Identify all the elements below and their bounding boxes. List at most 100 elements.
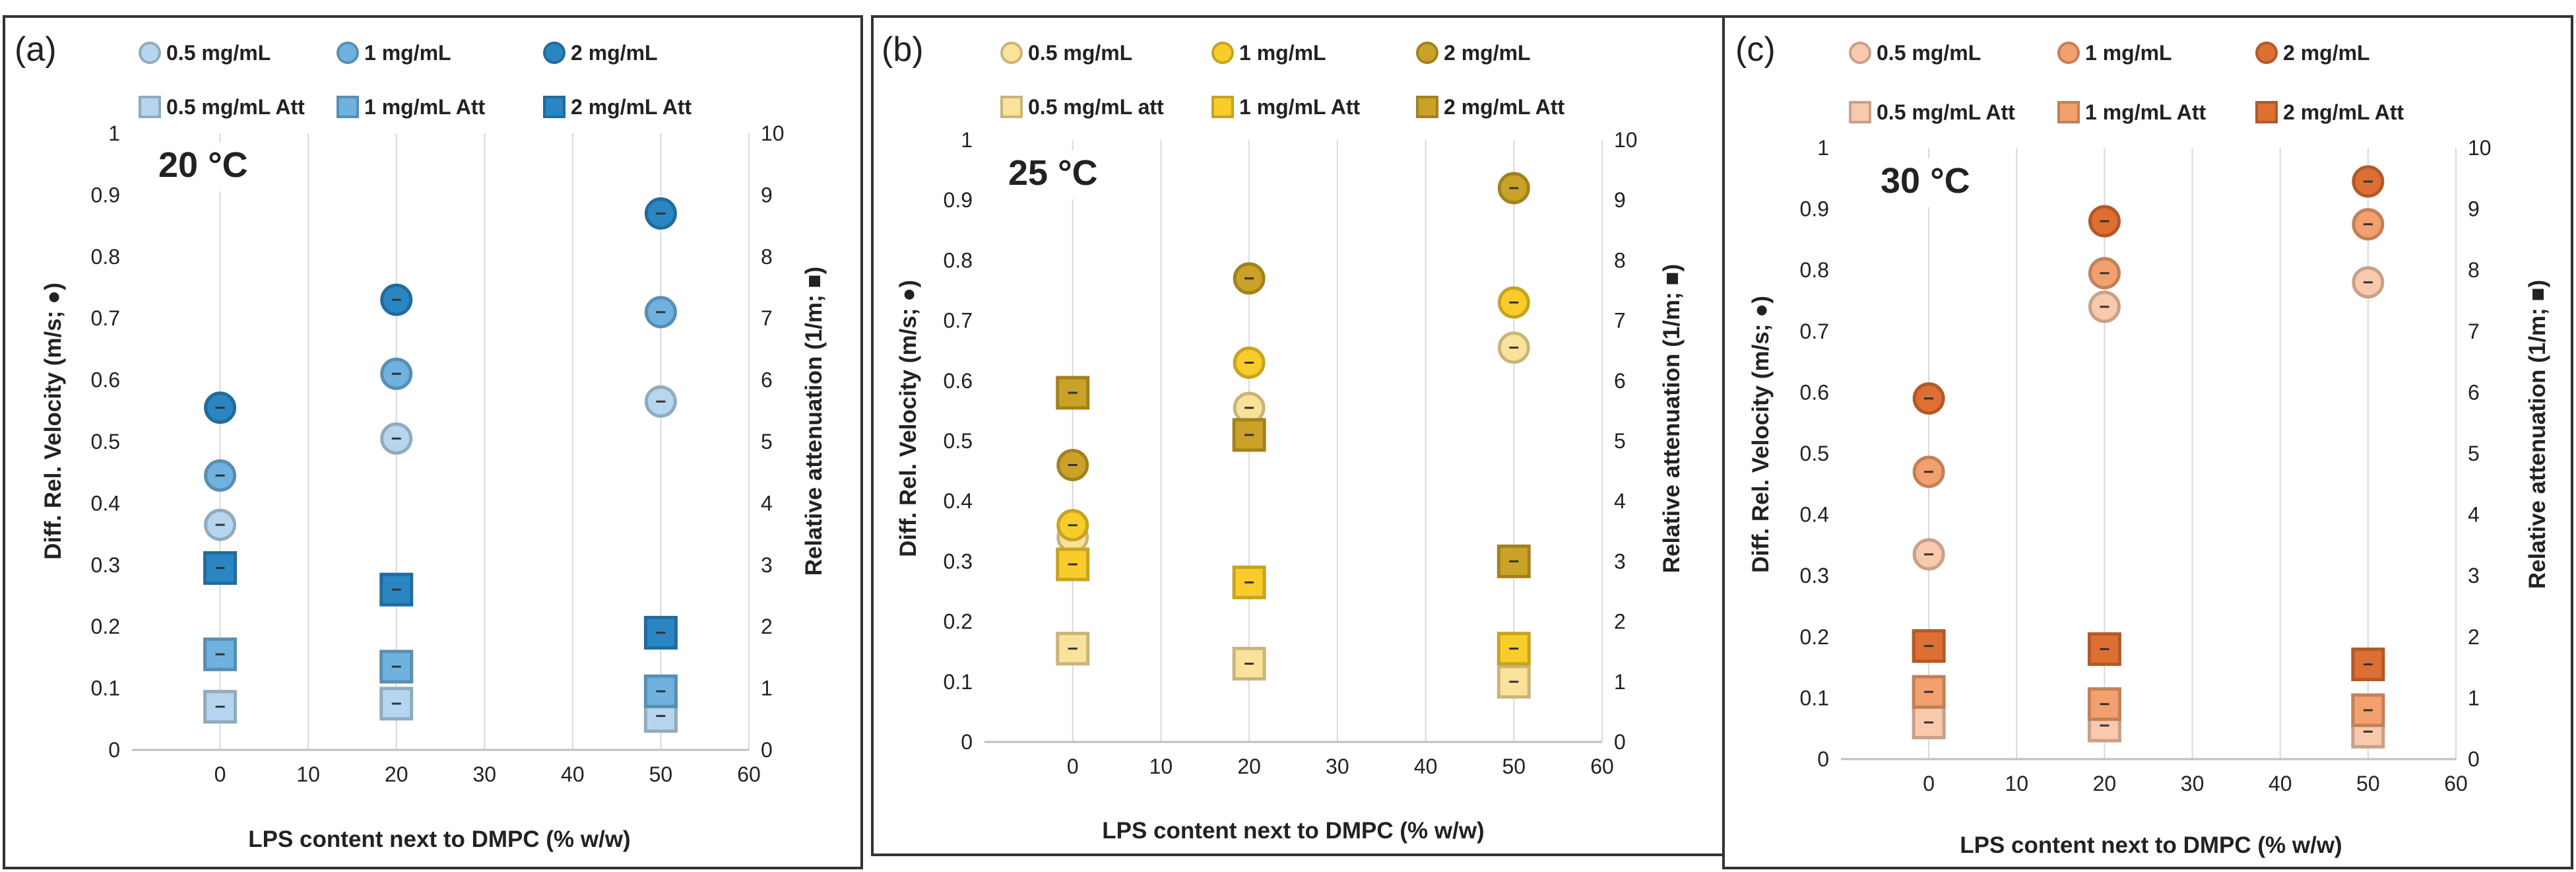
y2-tick-label: 4: [1614, 489, 1626, 513]
legend-label: 2 mg/mL Att: [2283, 100, 2404, 124]
legend-marker-square: [139, 96, 161, 118]
panel-a-y-axis-title: Diff. Rel. Velocity (m/s; ●): [40, 283, 66, 560]
legend-label: 1 mg/mL: [364, 41, 451, 65]
y-tick-label: 0.8: [91, 245, 120, 269]
y2-tick-label: 5: [761, 430, 773, 453]
data-point-square: [1912, 705, 1946, 739]
data-point-square: [2087, 632, 2121, 666]
legend-marker-circle: [337, 42, 359, 64]
y2-tick-label: 3: [2468, 564, 2480, 587]
temperature-label: 30 °C: [1881, 161, 1970, 201]
legend-marker-square: [337, 96, 359, 118]
legend-label: 0.5 mg/mL: [1028, 41, 1132, 65]
x-tick-label: 10: [2005, 772, 2028, 795]
y2-tick-label: 8: [761, 245, 773, 269]
y2-tick-label: 7: [1614, 309, 1626, 333]
y2-tick-label: 8: [1614, 248, 1626, 272]
x-tick-label: 0: [214, 762, 226, 786]
data-point-square: [1232, 565, 1266, 599]
legend-marker-circle: [1211, 42, 1234, 64]
panel-c-plot: 0 10 20 30 40 50 6000.10.20.30.40.50.60.70.80.…: [1800, 136, 2492, 795]
y2-tick-label: 7: [2468, 319, 2480, 343]
y-tick-label: 0.1: [944, 670, 973, 694]
x-tick-label: 60: [1590, 755, 1614, 778]
y2-tick-label: 6: [2468, 380, 2480, 404]
panel-c-label: (c): [1735, 30, 1776, 69]
panel-b-frame: [871, 15, 1725, 856]
legend-marker-square: [543, 96, 565, 118]
panel-b-legend: 0.5 mg/mL 1 mg/mL 2 mg/mL 0.5 mg/mL att 1 mg…: [1000, 41, 1564, 119]
y2-tick-label: 1: [1614, 670, 1626, 694]
data-point-square: [203, 551, 238, 585]
panel-a-frame: [3, 15, 863, 869]
legend-marker-square: [1000, 96, 1023, 118]
y2-tick-label: 6: [761, 368, 773, 392]
x-tick-label: 30: [1326, 755, 1349, 778]
y2-tick-label: 3: [761, 553, 773, 577]
y-tick-label: 0: [1817, 747, 1829, 771]
y-tick-label: 0.4: [91, 491, 120, 515]
x-tick-label: 10: [1149, 755, 1173, 778]
x-tick-label: 20: [1237, 755, 1261, 778]
data-point-square: [1232, 646, 1266, 681]
panel-b-y-axis-title: Diff. Rel. Velocity (m/s; ●): [895, 280, 921, 557]
legend-marker-square: [1211, 96, 1234, 118]
panel-b-plot: 0 10 20 30 40 50 6000.10.20.30.40.50.60.70.80.…: [944, 128, 1638, 778]
legend-marker-square: [2255, 101, 2278, 123]
x-tick-label: 30: [2181, 772, 2205, 795]
x-tick-label: 0: [1067, 755, 1079, 778]
legend-label: 2 mg/mL Att: [571, 95, 692, 119]
y-tick-label: 0.9: [1800, 197, 1829, 221]
y-tick-label: 0.3: [944, 549, 973, 573]
y-tick-label: 0.6: [944, 369, 973, 393]
y-tick-label: 0.6: [91, 368, 120, 392]
legend-marker-circle: [139, 42, 161, 64]
y-tick-label: 0.3: [1800, 564, 1829, 587]
panel-c: (c) 0.5 mg/mL 1 mg/mL 2 mg/mL 0.5 mg/mL Att…: [1722, 15, 2573, 869]
y-tick-label: 0.9: [91, 183, 120, 207]
data-point-square: [1056, 376, 1090, 410]
x-tick-label: 50: [1502, 755, 1526, 778]
temperature-label-bg: [999, 151, 1131, 199]
legend-label: 2 mg/mL: [2283, 41, 2370, 65]
y2-tick-label: 2: [761, 615, 773, 638]
panel-c-y2-axis-title: Relative attenuation (1/m; ■): [2525, 280, 2550, 589]
y2-tick-label: 10: [2468, 136, 2492, 160]
legend-marker-circle: [1416, 42, 1438, 64]
x-tick-label: 30: [472, 762, 496, 786]
panel-a-x-axis-title: LPS content next to DMPC (% w/w): [248, 826, 630, 852]
legend-marker-circle: [543, 42, 565, 64]
y2-tick-label: 9: [761, 183, 773, 207]
temperature-label: 20 °C: [158, 145, 248, 185]
y-tick-label: 0.7: [1800, 319, 1829, 343]
y2-tick-label: 9: [2468, 197, 2480, 221]
y2-tick-label: 3: [1614, 549, 1626, 573]
data-point-square: [203, 690, 238, 724]
y-tick-label: 0.3: [91, 553, 120, 577]
y-tick-label: 0.4: [944, 489, 973, 513]
legend-label: 1 mg/mL Att: [2085, 100, 2206, 124]
legend-label: 1 mg/mL Att: [1239, 95, 1360, 119]
y2-tick-label: 6: [1614, 369, 1626, 393]
y-tick-label: 0.4: [1800, 503, 1829, 527]
legend-marker-square: [1849, 101, 1871, 123]
y-tick-label: 0.2: [944, 610, 973, 634]
temperature-label-bg: [1871, 158, 2003, 207]
temperature-label: 25 °C: [1008, 153, 1098, 193]
legend-label: 0.5 mg/mL: [1877, 41, 1981, 65]
panel-c-frame: [1722, 15, 2573, 869]
panel-b-x-axis-title: LPS content next to DMPC (% w/w): [1102, 818, 1484, 844]
y2-tick-label: 9: [1614, 188, 1626, 212]
panel-a: (a) 0.5 mg/mL 1 mg/mL 2 mg/mL 0.5 mg/mL Att…: [3, 15, 863, 869]
x-tick-label: 40: [1414, 755, 1438, 778]
data-point-square: [379, 687, 414, 721]
y-tick-label: 0.5: [944, 429, 973, 453]
x-tick-label: 10: [296, 762, 320, 786]
legend-marker-square: [2057, 101, 2080, 123]
legend-label: 0.5 mg/mL Att: [1877, 100, 2015, 124]
x-tick-label: 50: [2356, 772, 2380, 795]
x-tick-label: 0: [1923, 772, 1935, 795]
x-tick-label: 50: [649, 762, 673, 786]
y2-tick-label: 0: [2468, 747, 2480, 771]
